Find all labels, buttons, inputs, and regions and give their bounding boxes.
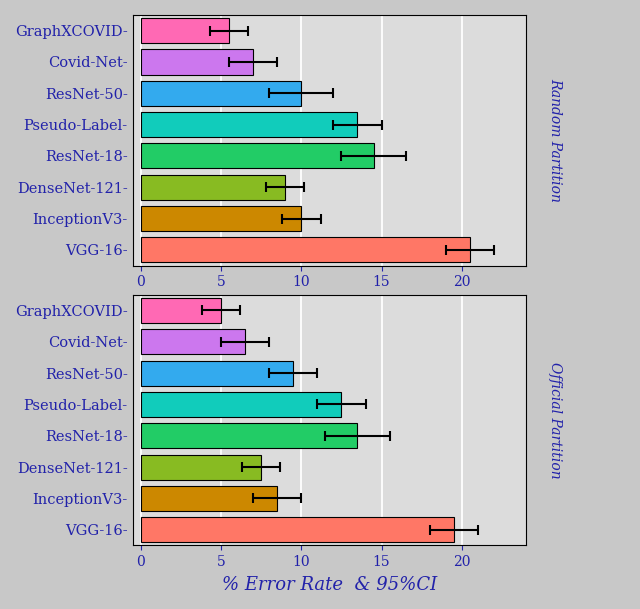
Bar	[141, 298, 221, 323]
Bar	[141, 143, 374, 169]
Bar	[141, 517, 454, 542]
Bar	[141, 206, 301, 231]
Bar	[141, 361, 293, 385]
X-axis label: % Error Rate  & 95%CI: % Error Rate & 95%CI	[221, 576, 437, 594]
Bar	[141, 329, 245, 354]
Bar	[141, 175, 285, 200]
Bar	[141, 112, 358, 137]
Bar	[141, 392, 341, 417]
Bar	[141, 49, 253, 74]
Bar	[141, 454, 261, 479]
Text: Official Partition: Official Partition	[548, 362, 562, 479]
Bar	[141, 18, 229, 43]
Bar	[141, 486, 277, 511]
Bar	[141, 423, 358, 448]
Bar	[141, 238, 470, 262]
Bar	[141, 81, 301, 106]
Text: Random Partition: Random Partition	[548, 79, 562, 202]
